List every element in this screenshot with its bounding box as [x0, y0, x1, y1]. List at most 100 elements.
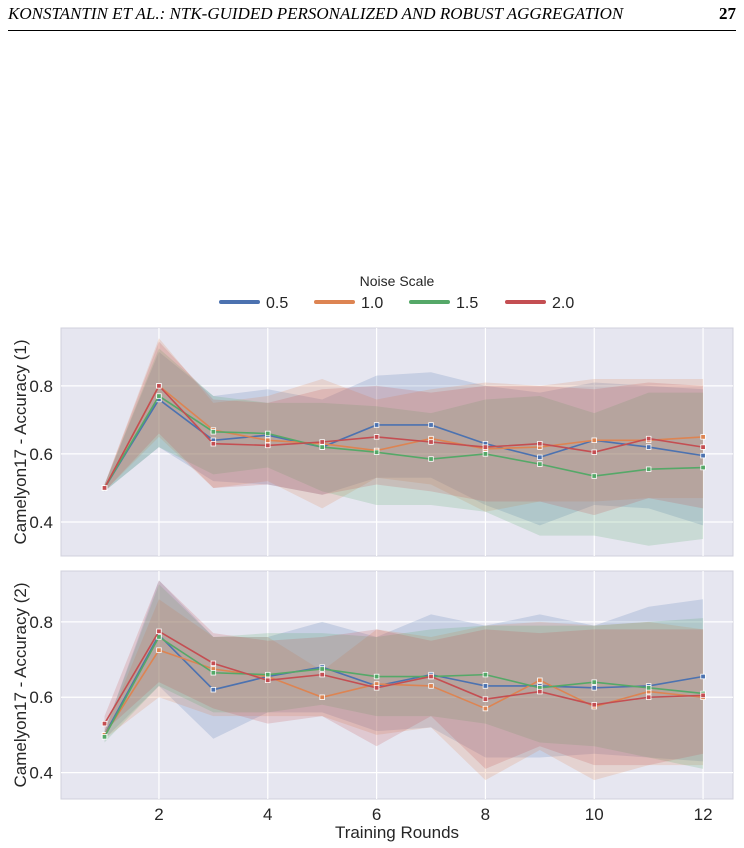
confidence-band-1.5 [104, 348, 704, 546]
legend-label: 1.5 [456, 295, 478, 312]
data-point [373, 685, 380, 691]
series-line-1.0 [103, 384, 704, 489]
legend-title: Noise Scale [360, 273, 435, 289]
y-tick-label: 0.8 [29, 613, 53, 632]
data-point [482, 696, 489, 702]
data-point [319, 439, 325, 445]
y-tick-label: 0.6 [29, 688, 53, 707]
data-point [373, 673, 380, 680]
x-tick-label: 10 [585, 805, 604, 824]
series-line-2.0 [103, 630, 704, 725]
x-tick-label: 2 [154, 805, 163, 824]
data-point [591, 685, 597, 691]
data-point [645, 694, 652, 700]
data-point [265, 671, 271, 678]
legend-label: 0.5 [266, 295, 288, 312]
series-line-0.5 [103, 633, 704, 736]
data-point [482, 705, 489, 712]
data-point [319, 444, 325, 450]
series-line-1.5 [103, 394, 704, 489]
legend-entry-0.5: 0.5 [219, 295, 288, 312]
data-point [101, 734, 108, 740]
data-point [700, 464, 706, 471]
y-axis-label: Camelyon17 - Accuracy (2) [11, 582, 30, 787]
y-tick-label: 0.8 [29, 377, 53, 396]
series-line-1.5 [103, 635, 704, 738]
y-tick-label: 0.4 [29, 764, 53, 783]
header-rule [8, 30, 736, 31]
data-point [428, 422, 434, 428]
data-point [700, 452, 706, 459]
legend-entry-1.0: 1.0 [314, 295, 383, 312]
y-axis-label: Camelyon17 - Accuracy (1) [11, 339, 30, 544]
data-point [101, 485, 108, 491]
legend-entry-1.5: 1.5 [409, 295, 478, 312]
data-point [210, 660, 217, 667]
data-point [591, 449, 597, 455]
data-point [537, 454, 543, 461]
data-point [373, 422, 380, 428]
data-point [645, 435, 652, 442]
data-point [156, 383, 162, 389]
data-point [156, 634, 162, 640]
data-point [645, 444, 652, 450]
data-point [210, 429, 217, 435]
x-tick-label: 6 [372, 805, 381, 824]
data-point [591, 473, 597, 479]
data-point [373, 449, 380, 455]
legend-label: 1.0 [361, 295, 383, 312]
data-point [482, 683, 489, 689]
data-point [156, 628, 162, 634]
data-point [156, 647, 162, 653]
data-point [428, 456, 434, 462]
data-point [210, 670, 217, 676]
series-2.0 [101, 628, 706, 727]
data-point [210, 441, 217, 447]
data-point [645, 685, 652, 691]
data-point [428, 673, 434, 680]
data-point [156, 393, 162, 399]
y-tick-label: 0.4 [29, 513, 53, 532]
data-point [210, 687, 217, 693]
x-tick-label: 8 [481, 805, 490, 824]
data-point [319, 666, 325, 672]
data-point [265, 430, 271, 437]
page-number: 27 [719, 4, 736, 23]
data-point [537, 677, 543, 683]
data-point [265, 442, 271, 449]
x-tick-label: 12 [694, 805, 713, 824]
series-1.5 [101, 393, 706, 491]
legend: Noise Scale 0.5 1.0 1.5 2.0 [219, 273, 574, 312]
data-point [428, 439, 434, 445]
data-point [319, 671, 325, 678]
confidence-band-2.0 [104, 580, 704, 769]
data-point [373, 434, 380, 440]
data-point [700, 673, 706, 680]
confidence-band-1.0 [104, 599, 704, 781]
series-2.0 [101, 383, 706, 491]
y-tick-label: 0.6 [29, 445, 53, 464]
data-point [537, 441, 543, 447]
data-point [700, 434, 706, 440]
data-point [700, 692, 706, 699]
confidence-band-0.5 [104, 351, 704, 526]
running-title: KONSTANTIN ET AL.: NTK-GUIDED PERSONALIZ… [8, 4, 624, 23]
data-point [428, 683, 434, 689]
plot-area [60, 327, 734, 557]
data-point [319, 694, 325, 700]
data-point [482, 444, 489, 450]
x-axis-label: Training Rounds [335, 823, 459, 842]
data-point [101, 720, 108, 727]
data-point [591, 702, 597, 708]
running-header: KONSTANTIN ET AL.: NTK-GUIDED PERSONALIZ… [8, 4, 736, 26]
confidence-band-2.0 [104, 341, 704, 516]
data-point [537, 688, 543, 695]
data-point [591, 437, 597, 443]
legend-label: 2.0 [552, 295, 574, 312]
grid [61, 571, 733, 799]
data-point [645, 466, 652, 472]
data-point [482, 671, 489, 678]
